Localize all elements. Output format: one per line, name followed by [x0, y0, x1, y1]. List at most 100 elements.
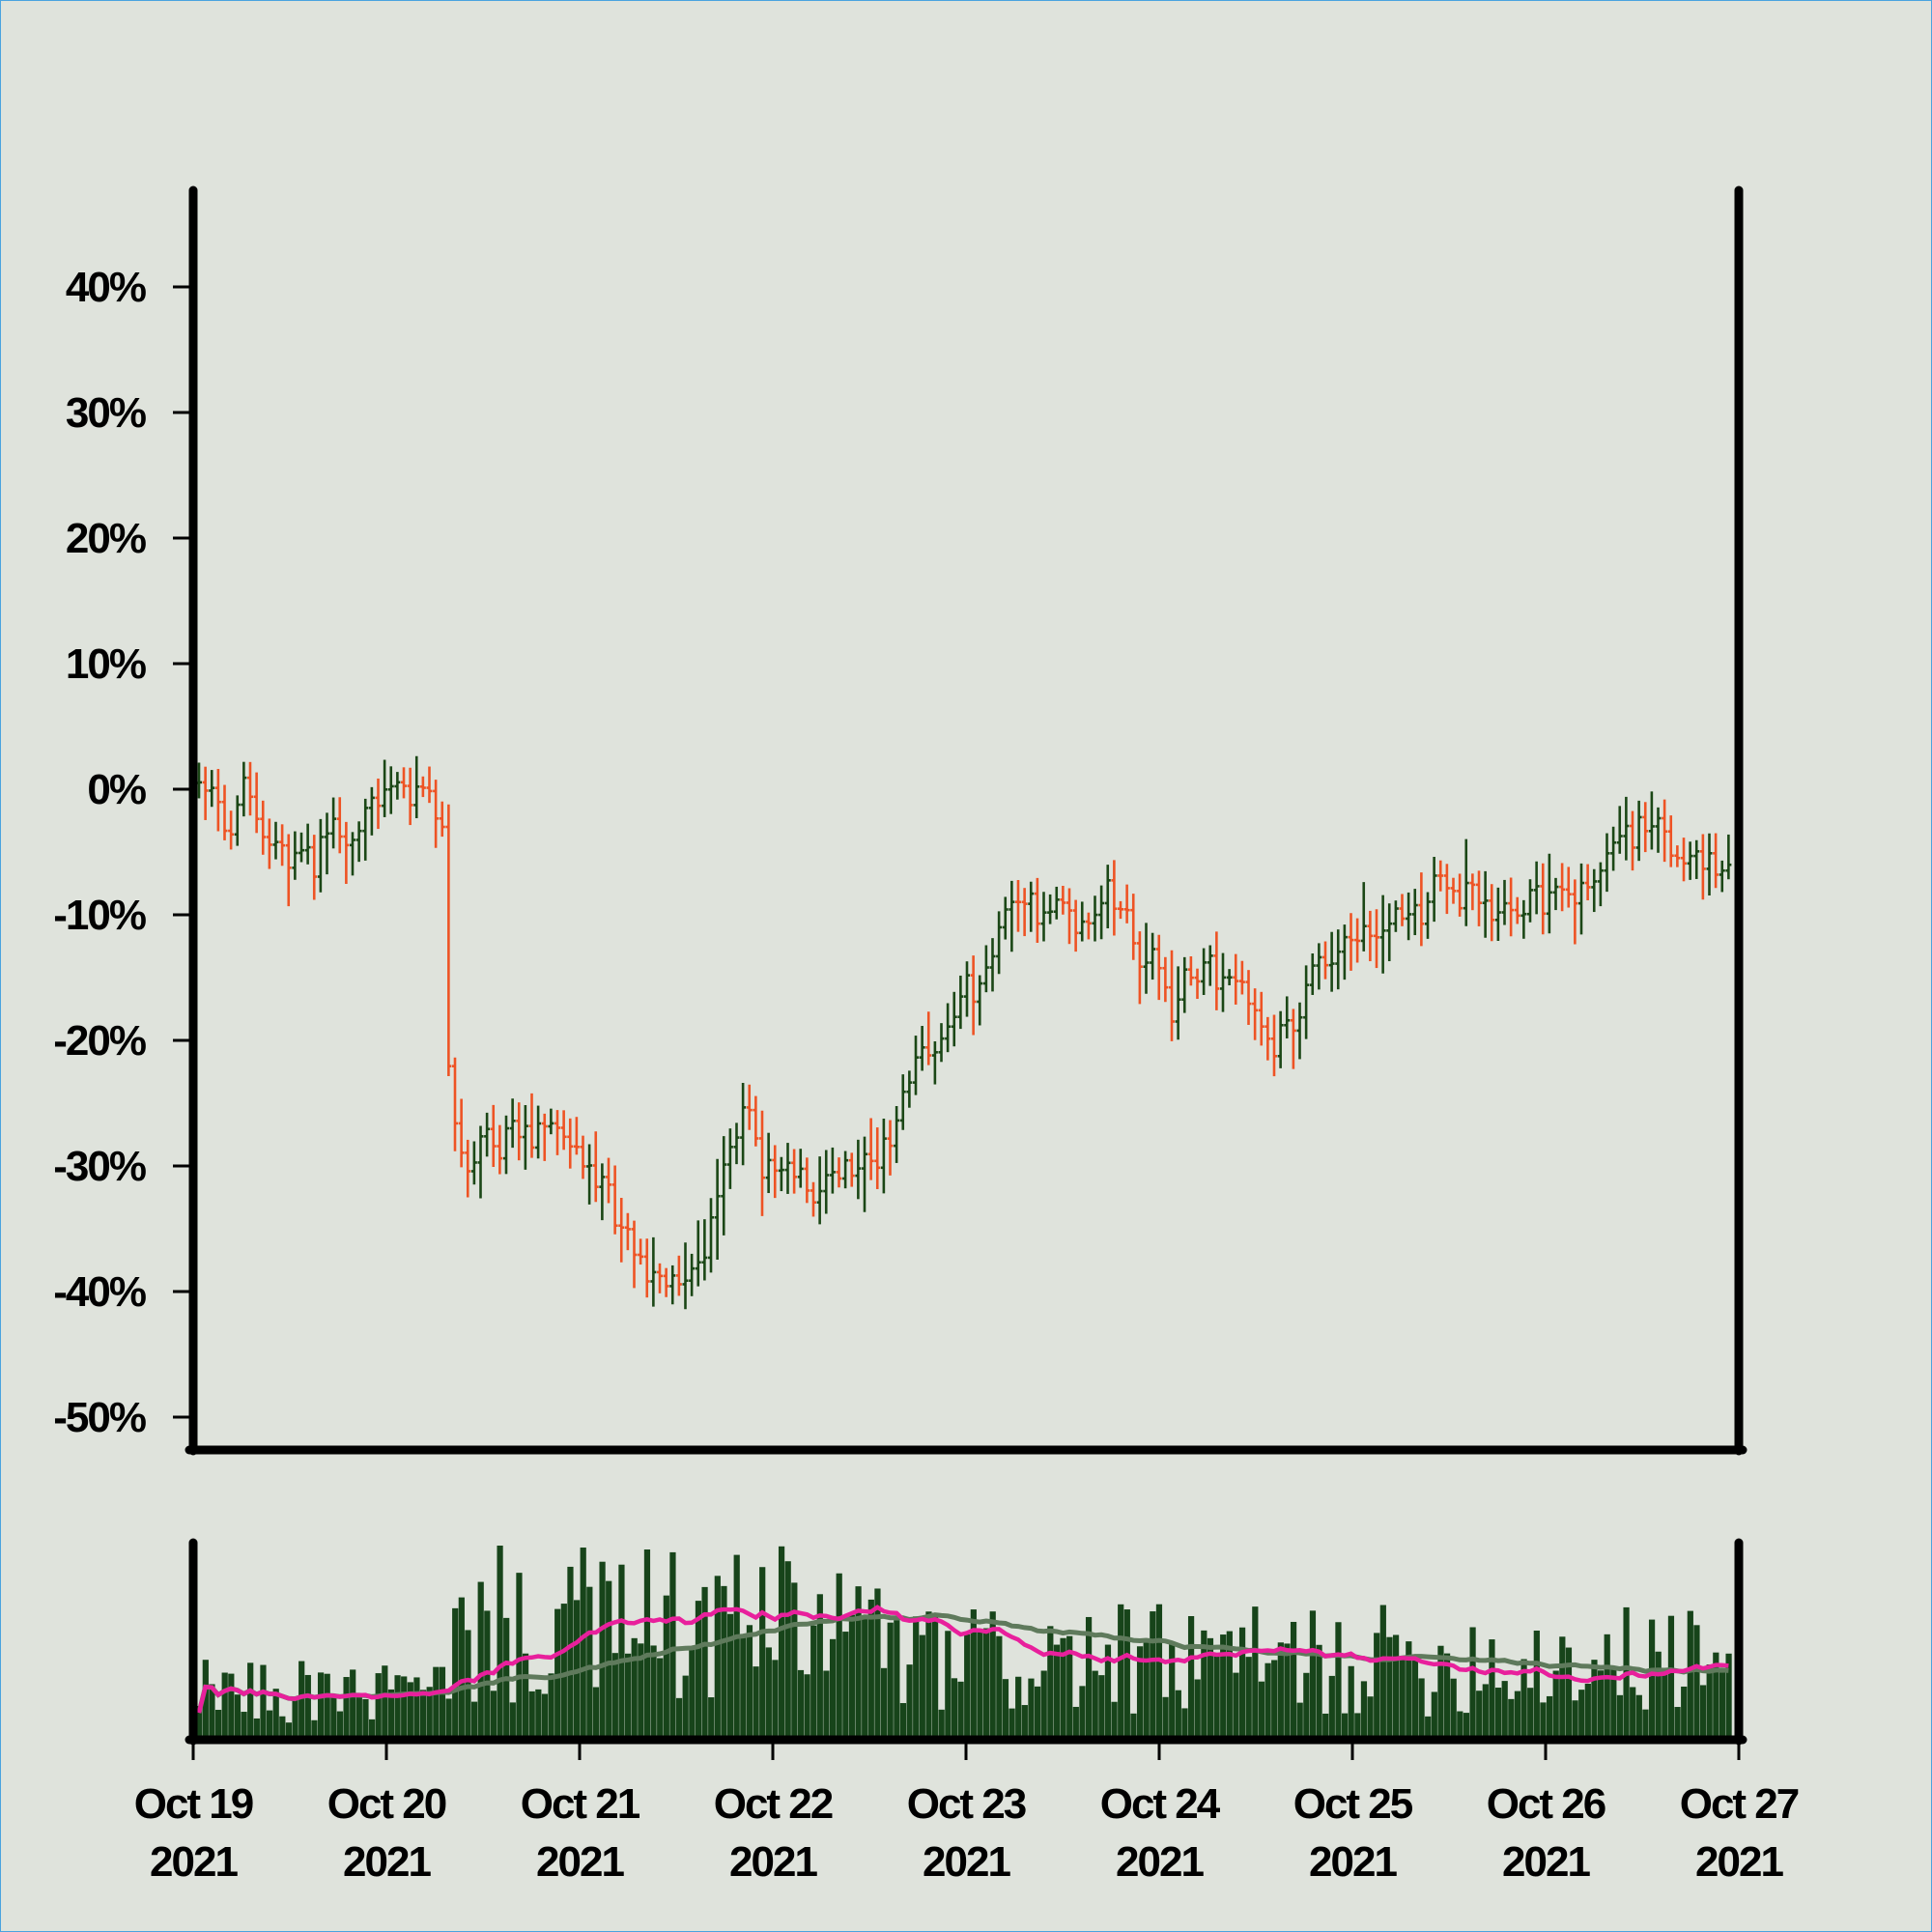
volume-bar: [1411, 1654, 1419, 1736]
ohlc-bar: [1706, 833, 1713, 895]
volume-bar: [708, 1697, 715, 1736]
ohlc-bar: [266, 818, 272, 869]
ohlc-bar: [234, 795, 241, 846]
volume-bar: [816, 1594, 823, 1736]
volume-bar: [535, 1689, 542, 1736]
ohlc-bar: [957, 975, 964, 1030]
volume-bar: [324, 1673, 330, 1736]
volume-bar: [336, 1711, 344, 1736]
volume-bar: [196, 1706, 203, 1736]
ohlc-bar: [1118, 900, 1123, 920]
ohlc-bar: [1079, 901, 1086, 942]
volume-bar: [1520, 1659, 1527, 1736]
volume-bar: [241, 1712, 247, 1736]
volume-bar: [1162, 1696, 1169, 1736]
ohlc-bar: [470, 1141, 477, 1185]
volume-bar: [1002, 1679, 1009, 1736]
ohlc-bar: [260, 800, 267, 855]
ohlc-bar: [1201, 948, 1208, 996]
ohlc-bar: [631, 1220, 638, 1289]
volume-bar: [202, 1660, 209, 1736]
ohlc-bar: [394, 772, 401, 800]
ohlc-bar: [592, 1131, 599, 1203]
ohlc-bar: [759, 1110, 765, 1216]
ohlc-bar: [1252, 988, 1259, 1040]
volume-bar: [599, 1561, 606, 1736]
volume-bar: [1118, 1604, 1124, 1736]
ohlc-bar: [522, 1105, 528, 1170]
ohlc-bar: [1028, 881, 1035, 932]
ohlc-bar: [599, 1163, 606, 1221]
ohlc-bar: [1066, 888, 1072, 945]
volume-bar: [695, 1601, 702, 1736]
ohlc-bar: [1322, 941, 1328, 980]
ohlc-bar: [1450, 877, 1457, 904]
ohlc-bar: [708, 1198, 714, 1273]
ohlc-bar: [1655, 807, 1662, 853]
ohlc-bar: [509, 1098, 516, 1149]
ohlc-bar: [1667, 815, 1674, 867]
x-tick-label-date: Oct 20: [327, 1780, 446, 1828]
ohlc-bar: [894, 1105, 900, 1163]
volume-bar: [1258, 1681, 1265, 1736]
volume-bar: [439, 1666, 446, 1736]
volume-bar: [1111, 1701, 1118, 1736]
ohlc-bar: [1520, 899, 1527, 939]
ohlc-bar: [503, 1115, 509, 1175]
ohlc-bar: [1559, 863, 1566, 912]
y-tick-label: 20%: [66, 515, 146, 562]
ohlc-bar: [253, 772, 260, 834]
volume-bar: [1457, 1711, 1463, 1736]
ohlc-bar: [419, 776, 426, 798]
ohlc-bar: [906, 1070, 913, 1108]
ohlc-bar: [1681, 838, 1687, 882]
ohlc-bar: [1699, 834, 1706, 900]
ohlc-bar: [1725, 834, 1732, 880]
ohlc-bar: [477, 1125, 484, 1199]
volume-bar: [355, 1692, 362, 1736]
volume-bar: [1296, 1702, 1303, 1736]
volume-bar: [1047, 1626, 1054, 1736]
ohlc-bar: [1040, 892, 1047, 942]
ohlc-bar: [1150, 932, 1156, 980]
x-tick-label-date: Oct 24: [1100, 1780, 1221, 1828]
volume-bar: [272, 1689, 279, 1736]
x-tick-label-year: 2021: [1309, 1838, 1397, 1886]
ohlc-bar: [317, 818, 324, 893]
ohlc-bar: [1546, 853, 1552, 934]
volume-bar: [387, 1689, 395, 1736]
volume-bar: [1379, 1605, 1386, 1736]
ohlc-bar: [1021, 888, 1028, 937]
volume-bar: [1674, 1707, 1681, 1736]
ohlc-bar: [387, 766, 394, 814]
volume-bar: [836, 1573, 842, 1736]
ohlc-bar: [1187, 955, 1194, 986]
volume-bar: [1489, 1639, 1495, 1736]
volume-bar: [899, 1703, 907, 1736]
ohlc-bar: [740, 1082, 747, 1166]
price-bars: [196, 755, 1732, 1310]
ohlc-bar: [413, 755, 420, 818]
volume-bar: [343, 1677, 350, 1736]
volume-bar: [1053, 1644, 1061, 1736]
y-tick-label: -30%: [53, 1143, 146, 1190]
volume-bar: [1699, 1685, 1707, 1736]
volume-bar: [1693, 1625, 1700, 1736]
volume-bar: [657, 1658, 664, 1736]
volume-bar: [362, 1698, 369, 1736]
ohlc-bar: [1233, 953, 1239, 1005]
ohlc-bar: [1623, 796, 1630, 861]
ohlc-bar: [1418, 872, 1425, 947]
ohlc-bar: [721, 1136, 727, 1236]
volume-bar: [260, 1664, 267, 1736]
ohlc-bar: [1597, 862, 1604, 907]
ohlc-bar: [1226, 969, 1233, 985]
volume-bar: [560, 1604, 567, 1736]
volume-bar: [675, 1697, 683, 1736]
ohlc-bar: [1309, 952, 1316, 995]
ohlc-bar: [650, 1236, 657, 1307]
ohlc-bar: [1348, 913, 1354, 971]
ohlc-bar: [643, 1238, 650, 1298]
ohlc-bar: [855, 1139, 862, 1200]
